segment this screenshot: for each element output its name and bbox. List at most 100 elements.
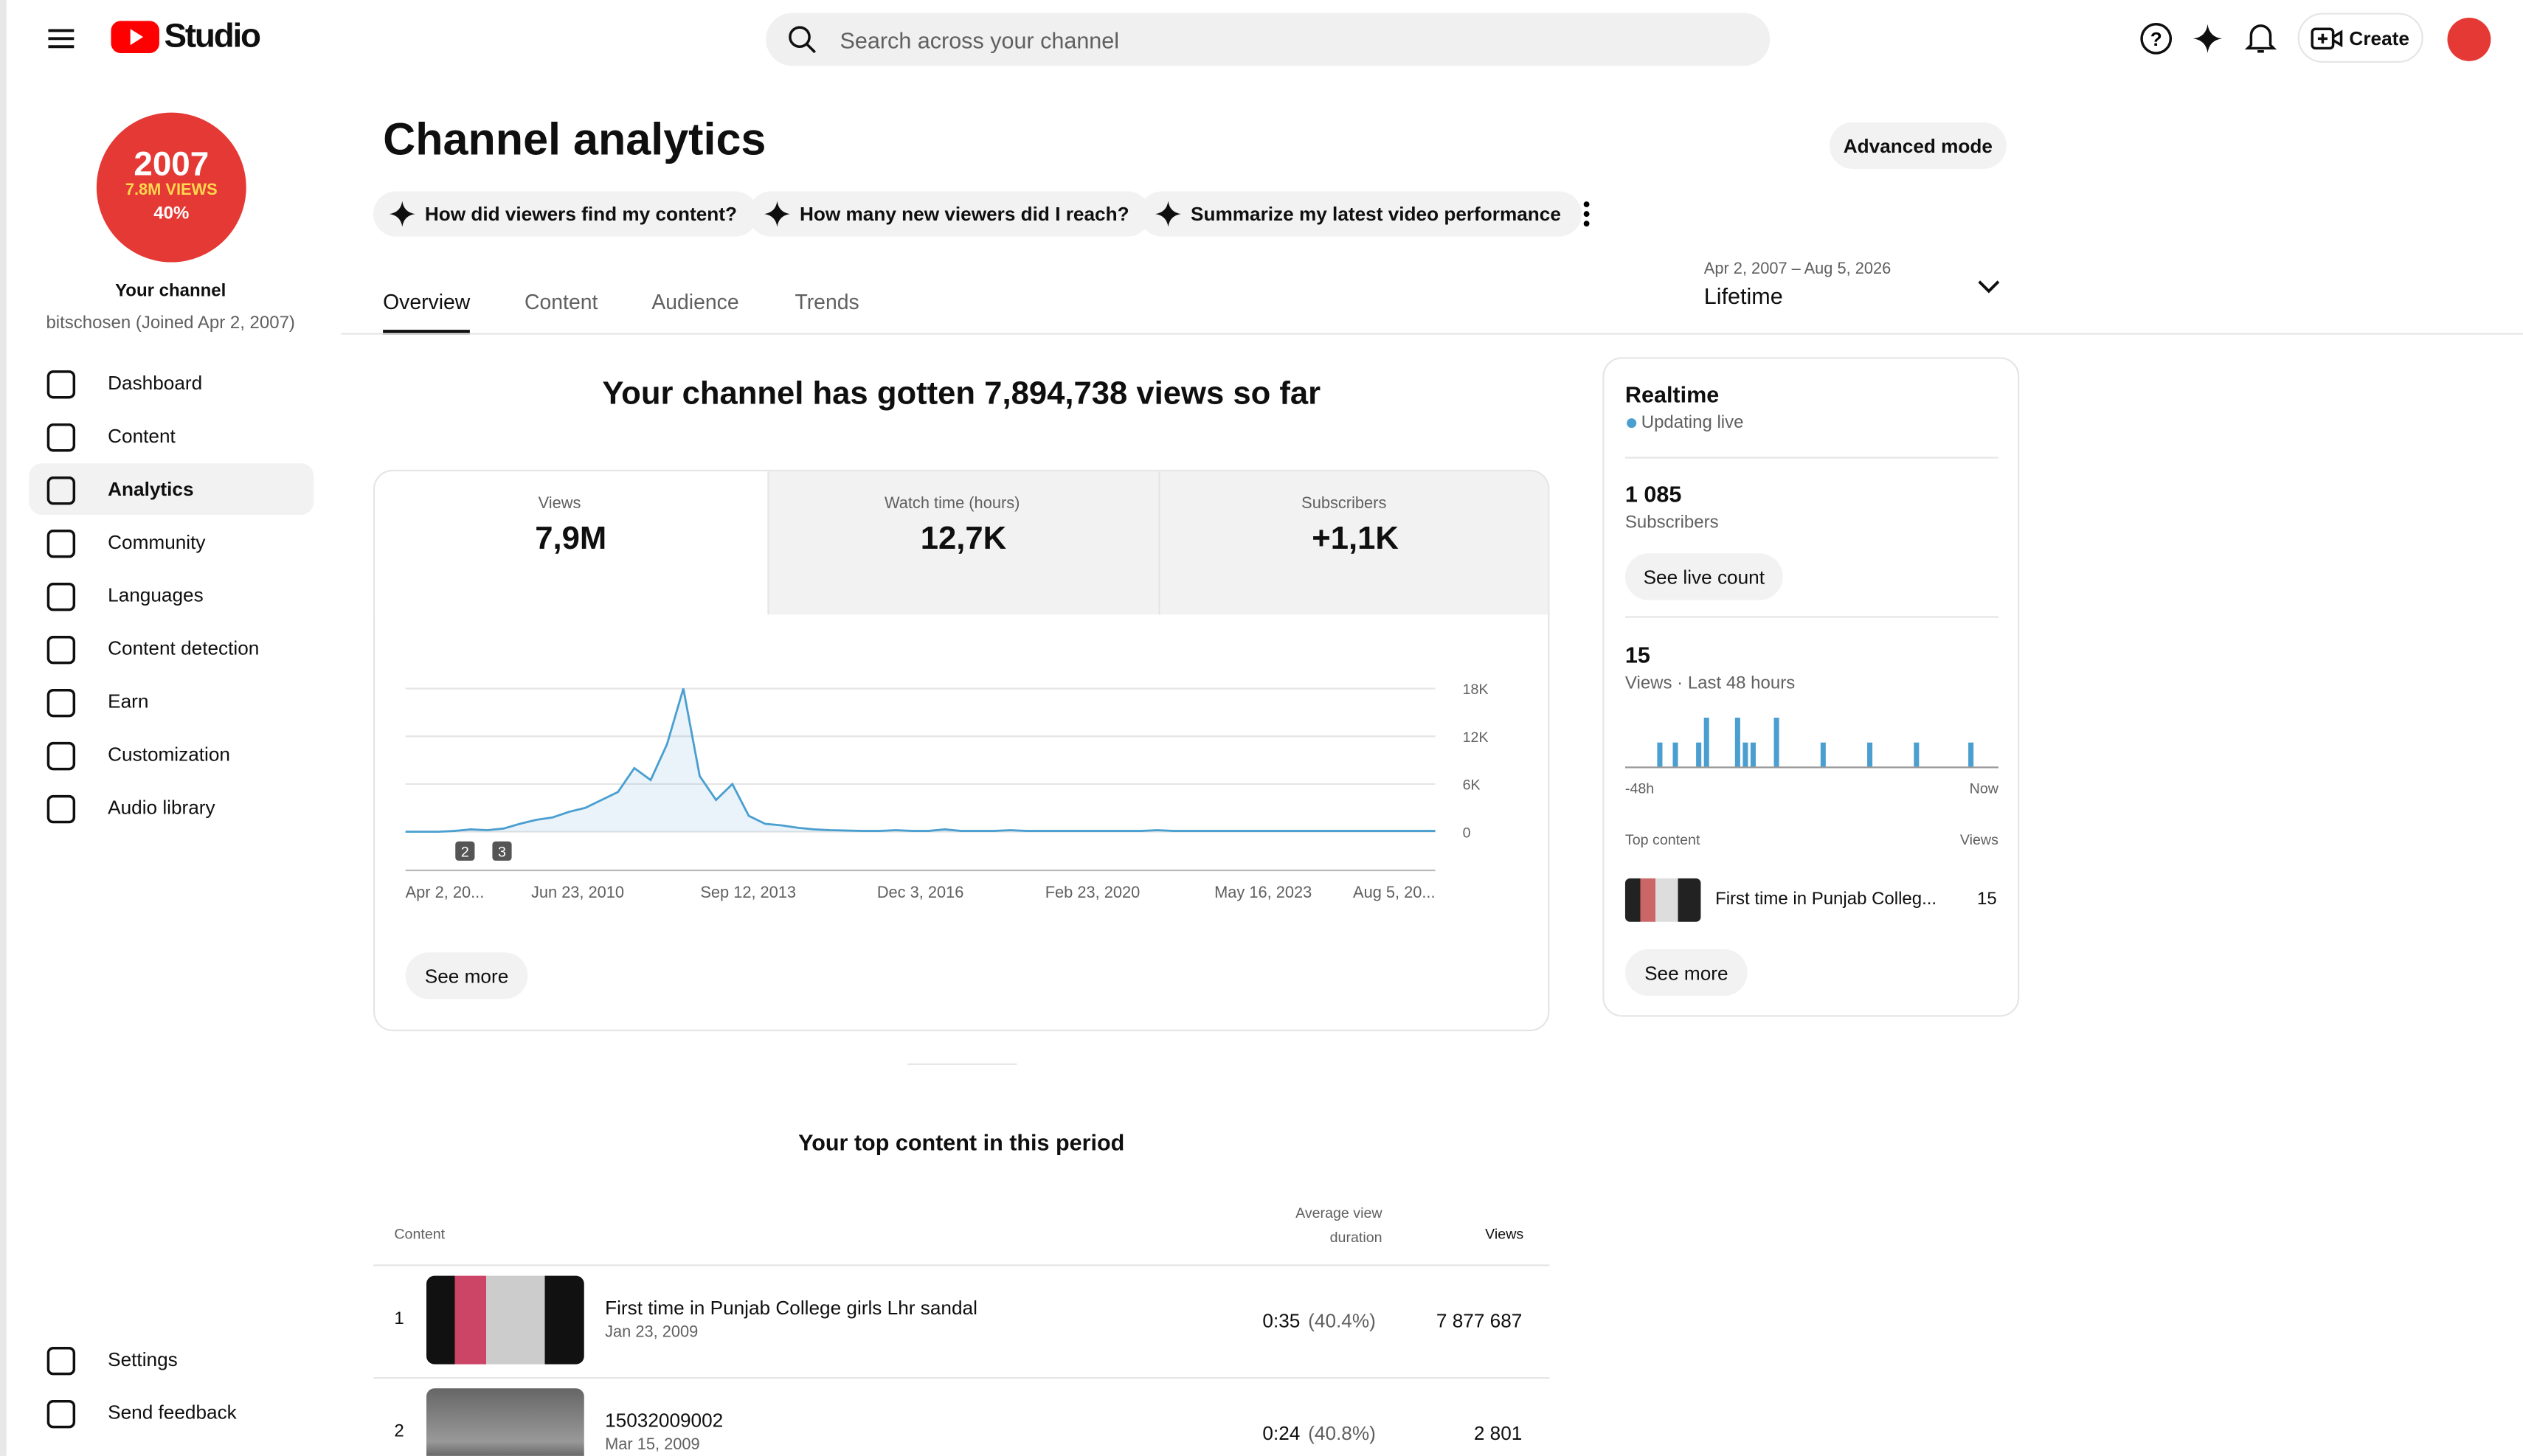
realtime-chart: -48h Now xyxy=(1624,717,1999,797)
annotation-label: 2 xyxy=(461,844,469,860)
views: 7 877 687 xyxy=(1436,1309,1523,1332)
nav-item[interactable]: Community xyxy=(29,516,314,568)
x-end-label: Now xyxy=(1970,780,1999,797)
top-item-thumbnail[interactable] xyxy=(1624,878,1701,922)
subscribers-label: Subscribers xyxy=(1624,513,1719,533)
metric-value: 7,9M xyxy=(535,521,607,557)
x-tick-label: Jun 23, 2010 xyxy=(531,883,624,901)
subscriber-count: 1 085 xyxy=(1624,481,1682,507)
suggestion-chip[interactable]: Summarize my latest video performance xyxy=(1139,191,1582,237)
nav-item[interactable]: Customization xyxy=(29,729,314,780)
nav-icon xyxy=(46,583,76,611)
search-icon xyxy=(789,26,816,54)
nav-item[interactable]: Languages xyxy=(29,569,314,621)
y-tick-label: 12K xyxy=(1463,729,1489,746)
nav-label: Analytics xyxy=(108,477,194,501)
nav-icon xyxy=(46,476,76,505)
nav-item[interactable]: Analytics xyxy=(29,463,314,515)
help-icon[interactable]: ? xyxy=(2139,21,2174,56)
nav-icon xyxy=(46,688,76,718)
thumbnail[interactable] xyxy=(426,1275,584,1365)
realtime-see-more-button[interactable]: See more xyxy=(1624,949,1748,996)
nav-label: Content detection xyxy=(108,637,260,660)
y-tick-label: 0 xyxy=(1463,825,1471,841)
nav-label: Content xyxy=(108,424,176,448)
row-divider xyxy=(373,1377,1550,1379)
icon-shape xyxy=(46,370,76,399)
realtime-title: Realtime xyxy=(1624,381,1720,407)
realtime-views-label: Views · Last 48 hours xyxy=(1624,673,1796,694)
views: 2 801 xyxy=(1473,1422,1523,1445)
tab[interactable]: Trends xyxy=(795,289,859,314)
nav-icon xyxy=(46,794,76,824)
nav-item[interactable]: Audio library xyxy=(29,782,314,833)
nav-item[interactable]: Dashboard xyxy=(29,357,314,409)
video-title[interactable]: 15032009002 xyxy=(605,1409,724,1432)
column-header: Average view duration xyxy=(1295,1204,1382,1246)
suggestion-chip[interactable]: How did viewers find my content? xyxy=(373,191,758,237)
icon-shape xyxy=(46,635,76,665)
more-icon[interactable] xyxy=(1574,196,1599,232)
tab[interactable]: Audience xyxy=(651,289,739,314)
account-avatar[interactable] xyxy=(2447,17,2491,61)
avatar-percent: 40% xyxy=(153,204,190,224)
search-box[interactable]: Search across your channel xyxy=(766,13,1771,66)
column-header: Views xyxy=(1485,1226,1524,1242)
nav-label: Community xyxy=(108,530,206,554)
icon-shape xyxy=(46,1347,76,1376)
x-tick-label: Apr 2, 20... xyxy=(406,883,485,901)
annotation-marker[interactable] xyxy=(455,841,475,861)
bar xyxy=(1703,717,1709,768)
search-placeholder: Search across your channel xyxy=(840,27,1120,53)
realtime-see-more-label: See more xyxy=(1644,961,1728,984)
icon-shape xyxy=(764,201,790,227)
metric-label: Views xyxy=(538,495,581,513)
metric-value: +1,1K xyxy=(1312,521,1399,557)
menu-icon[interactable] xyxy=(45,24,77,53)
youtube-logo[interactable] xyxy=(109,19,161,55)
nav-item[interactable]: Content xyxy=(29,410,314,462)
metric-tab[interactable]: Watch time (hours) 12,7K xyxy=(766,471,1159,615)
video-title[interactable]: First time in Punjab College girls Lhr s… xyxy=(605,1296,977,1320)
top-item-title[interactable]: First time in Punjab Colleg... xyxy=(1715,890,1937,909)
metric-tab[interactable]: Subscribers +1,1K xyxy=(1158,471,1548,615)
headline: Your channel has gotten 7,894,738 views … xyxy=(602,376,1321,412)
thumbnail[interactable] xyxy=(426,1388,584,1456)
top-content-label: Top content xyxy=(1624,831,1700,848)
live-dot xyxy=(1627,418,1637,429)
advanced-mode-button[interactable]: Advanced mode xyxy=(1829,122,2007,170)
avg-duration: 0:24 xyxy=(1262,1422,1301,1445)
metric-tab[interactable]: Views 7,9M xyxy=(375,471,767,615)
channel-avatar[interactable]: 2007 7.8M VIEWS 40% xyxy=(96,112,246,263)
nav-icon xyxy=(46,423,76,452)
period[interactable]: Lifetime xyxy=(1703,282,1783,309)
metric-label: Watch time (hours) xyxy=(884,495,1020,513)
row-divider xyxy=(373,1264,1550,1266)
svg-text:?: ? xyxy=(2150,28,2162,50)
top-item-views: 15 xyxy=(1977,890,1997,909)
sparkle-icon[interactable] xyxy=(2192,23,2224,55)
nav-icon xyxy=(46,635,76,665)
y-tick-label: 18K xyxy=(1463,682,1489,698)
video-date: Mar 15, 2009 xyxy=(605,1436,700,1455)
rank: 2 xyxy=(394,1422,404,1442)
views-chart: 0 6K 12K 18K Apr 2, 20... Jun 23, 2010 Sep 12,… xyxy=(405,682,1489,901)
tab[interactable]: Overview xyxy=(383,289,471,314)
chip-label: How many new viewers did I reach? xyxy=(800,202,1129,226)
nav-item[interactable]: Settings xyxy=(29,1334,314,1385)
nav-item[interactable]: Earn xyxy=(29,676,314,727)
see-more-button[interactable]: See more xyxy=(405,952,528,999)
bell-icon[interactable] xyxy=(2244,21,2277,56)
avg-duration: 0:35 xyxy=(1262,1309,1301,1332)
chevron-icon[interactable] xyxy=(1976,277,2001,296)
nav-item[interactable]: Send feedback xyxy=(29,1387,314,1438)
create-button[interactable]: Create xyxy=(2297,13,2423,63)
suggestion-chip[interactable]: How many new viewers did I reach? xyxy=(748,191,1150,237)
section-divider xyxy=(907,1063,1017,1065)
tab[interactable]: Content xyxy=(525,289,598,314)
nav-label: Send feedback xyxy=(108,1401,237,1424)
see-live-count-button[interactable]: See live count xyxy=(1624,553,1783,600)
annotation-marker[interactable] xyxy=(492,841,512,861)
nav-item[interactable]: Content detection xyxy=(29,623,314,674)
logo-text: Studio xyxy=(164,17,261,55)
